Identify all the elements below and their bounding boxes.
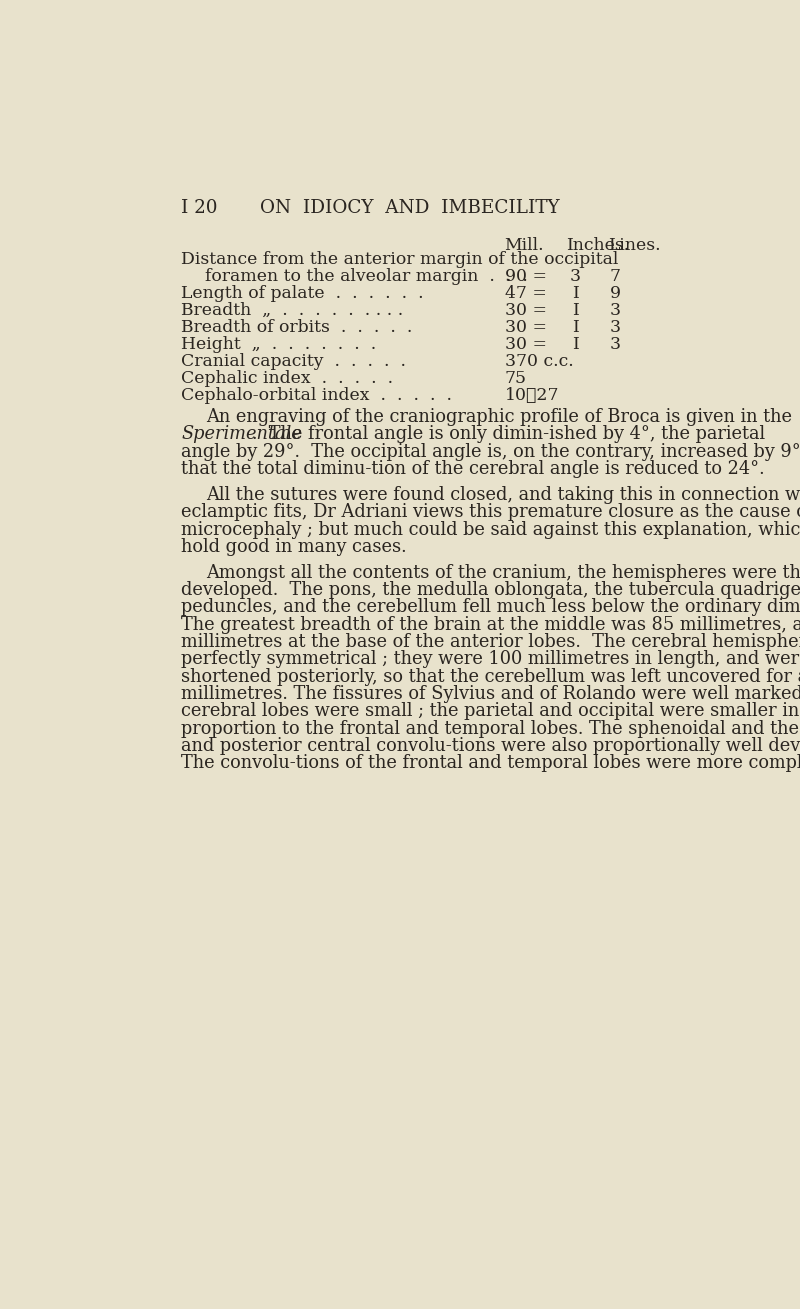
Text: I: I: [572, 285, 578, 302]
Text: .  The frontal angle is only dimin-ished by 4°, the parietal: . The frontal angle is only dimin-ished …: [252, 425, 766, 444]
Text: peduncles, and the cerebellum fell much less below the ordinary dimensions.: peduncles, and the cerebellum fell much …: [182, 598, 800, 617]
Text: microcephaly ; but much could be said against this explanation, which cannot: microcephaly ; but much could be said ag…: [182, 521, 800, 538]
Text: 370 c.c.: 370 c.c.: [505, 352, 574, 369]
Text: proportion to the frontal and temporal lobes. The sphenoidal and the anterior: proportion to the frontal and temporal l…: [182, 720, 800, 737]
Text: 30 =: 30 =: [505, 302, 546, 319]
Text: The convolu-tions of the frontal and temporal lobes were more complicated: The convolu-tions of the frontal and tem…: [182, 754, 800, 772]
Text: I: I: [572, 335, 578, 352]
Text: shortened posteriorly, so that the cerebellum was left uncovered for about 70: shortened posteriorly, so that the cereb…: [182, 668, 800, 686]
Text: 90 =: 90 =: [505, 268, 546, 285]
Text: Cephalic index  .  .  .  .  .: Cephalic index . . . . .: [182, 369, 394, 386]
Text: Breadth of orbits  .  .  .  .  .: Breadth of orbits . . . . .: [182, 319, 413, 336]
Text: 75: 75: [505, 369, 526, 386]
Text: Cranial capacity  .  .  .  .  .: Cranial capacity . . . . .: [182, 352, 406, 369]
Text: eclamptic fits, Dr Adriani views this premature closure as the cause of the: eclamptic fits, Dr Adriani views this pr…: [182, 503, 800, 521]
Text: 3: 3: [610, 335, 621, 352]
Text: Breadth  „  .  .  .  .  .  . . . .: Breadth „ . . . . . . . . .: [182, 302, 404, 319]
Text: The greatest breadth of the brain at the middle was 85 millimetres, and 68: The greatest breadth of the brain at the…: [182, 615, 800, 634]
Text: Length of palate  .  .  .  .  .  .: Length of palate . . . . . .: [182, 285, 424, 302]
Text: millimetres at the base of the anterior lobes.  The cerebral hemispheres were: millimetres at the base of the anterior …: [182, 634, 800, 651]
Text: cerebral lobes were small ; the parietal and occipital were smaller in: cerebral lobes were small ; the parietal…: [182, 702, 800, 720]
Text: millimetres. The fissures of Sylvius and of Rolando were well marked. All the: millimetres. The fissures of Sylvius and…: [182, 685, 800, 703]
Text: 47 =: 47 =: [505, 285, 546, 302]
Text: that the total diminu-tion of the cerebral angle is reduced to 24°.: that the total diminu-tion of the cerebr…: [182, 459, 765, 478]
Text: perfectly symmetrical ; they were 100 millimetres in length, and were: perfectly symmetrical ; they were 100 mi…: [182, 651, 800, 669]
Text: Mill.: Mill.: [505, 237, 544, 254]
Text: 3: 3: [570, 268, 581, 285]
Text: Height  „  .  .  .  .  .  .  .: Height „ . . . . . . .: [182, 335, 377, 352]
Text: I: I: [572, 302, 578, 319]
Text: 3: 3: [610, 302, 621, 319]
Text: hold good in many cases.: hold good in many cases.: [182, 538, 407, 556]
Text: 3: 3: [610, 319, 621, 336]
Text: and posterior central convolu-tions were also proportionally well developed.: and posterior central convolu-tions were…: [182, 737, 800, 755]
Text: I 20: I 20: [182, 199, 218, 217]
Text: Distance from the anterior margin of the occipital: Distance from the anterior margin of the…: [182, 251, 618, 268]
Text: I: I: [572, 319, 578, 336]
Text: Cephalo-orbital index  .  .  .  .  .: Cephalo-orbital index . . . . .: [182, 386, 452, 403]
Text: All the sutures were found closed, and taking this in connection with the: All the sutures were found closed, and t…: [206, 486, 800, 504]
Text: 30 =: 30 =: [505, 319, 546, 336]
Text: foramen to the alveolar margin  .  .  .: foramen to the alveolar margin . . .: [205, 268, 527, 285]
Text: Amongst all the contents of the cranium, the hemispheres were the least: Amongst all the contents of the cranium,…: [206, 564, 800, 581]
Text: 10‧27: 10‧27: [505, 386, 559, 403]
Text: 9: 9: [610, 285, 621, 302]
Text: Inches.: Inches.: [566, 237, 629, 254]
Text: 30 =: 30 =: [505, 335, 546, 352]
Text: 7: 7: [610, 268, 621, 285]
Text: An engraving of the craniographic profile of Broca is given in the: An engraving of the craniographic profil…: [206, 408, 792, 427]
Text: ON  IDIOCY  AND  IMBECILITY: ON IDIOCY AND IMBECILITY: [260, 199, 560, 217]
Text: angle by 29°.  The occipital angle is, on the contrary, increased by 9°, so: angle by 29°. The occipital angle is, on…: [182, 442, 800, 461]
Text: Sperimentale: Sperimentale: [182, 425, 302, 444]
Text: developed.  The pons, the medulla oblongata, the tubercula quadrigemina, the: developed. The pons, the medulla oblonga…: [182, 581, 800, 600]
Text: Lines.: Lines.: [608, 237, 660, 254]
